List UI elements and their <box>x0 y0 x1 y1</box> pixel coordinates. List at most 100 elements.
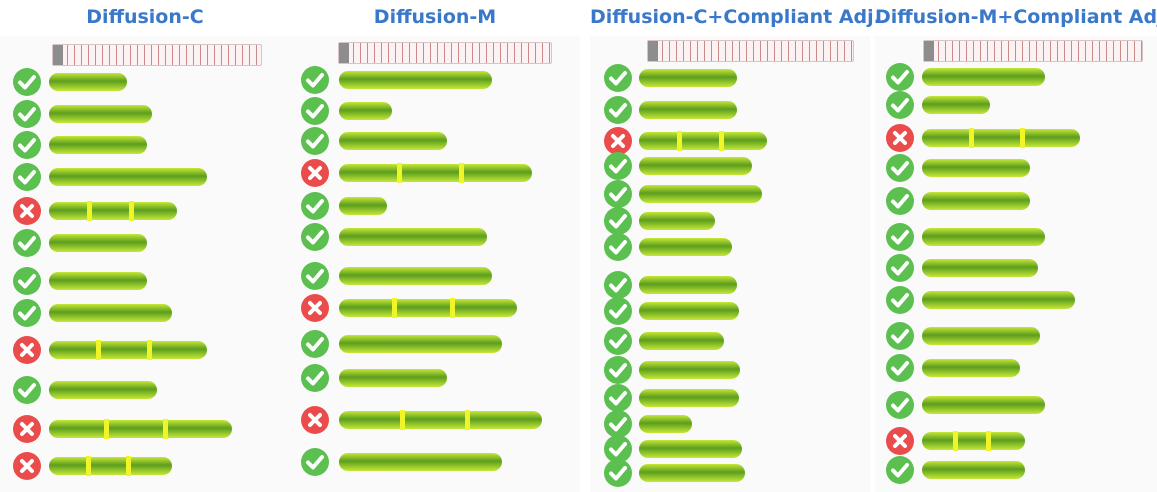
panel-title: Diffusion-M+Compliant Adj. <box>875 6 1157 28</box>
green-bean-sample <box>638 236 733 262</box>
green-bean-sample <box>338 367 448 393</box>
check-circle-icon <box>300 222 330 252</box>
check-circle-icon <box>885 222 915 252</box>
check-circle-icon <box>603 95 633 125</box>
check-circle-icon <box>300 126 330 156</box>
green-bean-sample <box>48 379 158 405</box>
green-bean-sample <box>48 339 208 365</box>
panel-title: Diffusion-M <box>373 6 497 28</box>
check-circle-icon <box>12 99 42 129</box>
green-bean-sample <box>921 226 1046 252</box>
check-circle-icon <box>885 285 915 315</box>
check-circle-icon <box>885 90 915 120</box>
check-circle-icon <box>603 458 633 488</box>
check-circle-icon <box>885 321 915 351</box>
check-circle-icon <box>603 326 633 356</box>
green-bean-sample <box>48 134 148 160</box>
green-bean-sample <box>638 183 763 209</box>
check-circle-icon <box>300 96 330 126</box>
green-bean-sample <box>921 66 1046 92</box>
check-circle-icon <box>603 63 633 93</box>
check-circle-icon <box>300 329 330 359</box>
panel-diffusion-c: Diffusion-C <box>0 0 290 492</box>
ruler <box>52 44 262 66</box>
green-bean-sample <box>638 67 738 93</box>
green-bean-sample <box>338 69 493 95</box>
green-bean-sample <box>638 359 741 385</box>
green-bean-sample <box>638 155 753 181</box>
check-circle-icon <box>603 206 633 236</box>
green-bean-sample <box>48 232 148 258</box>
check-circle-icon <box>300 363 330 393</box>
panel-title: Diffusion-C <box>86 6 204 28</box>
check-circle-icon <box>603 232 633 262</box>
x-circle-icon <box>300 158 330 188</box>
green-bean-sample <box>921 459 1026 485</box>
check-circle-icon <box>885 353 915 383</box>
x-circle-icon <box>885 123 915 153</box>
green-bean-sample <box>921 289 1076 315</box>
check-circle-icon <box>12 130 42 160</box>
green-bean-sample <box>921 190 1031 216</box>
ruler <box>923 40 1143 62</box>
green-bean-sample <box>638 99 738 125</box>
check-circle-icon <box>603 383 633 413</box>
check-circle-icon <box>603 434 633 464</box>
green-bean-sample <box>48 200 178 226</box>
green-bean-sample <box>638 387 740 413</box>
check-circle-icon <box>885 62 915 92</box>
green-bean-sample <box>638 438 743 464</box>
green-bean-sample <box>48 166 208 192</box>
panel-title: Diffusion-C+Compliant Adj. <box>590 6 881 28</box>
check-circle-icon <box>885 186 915 216</box>
green-bean-sample <box>921 127 1081 153</box>
x-circle-icon <box>300 405 330 435</box>
green-bean-sample <box>338 333 503 359</box>
green-bean-sample <box>48 455 173 481</box>
green-bean-sample <box>638 330 725 356</box>
check-circle-icon <box>885 253 915 283</box>
check-circle-icon <box>12 266 42 296</box>
x-circle-icon <box>12 451 42 481</box>
x-circle-icon <box>603 126 633 156</box>
x-circle-icon <box>12 335 42 365</box>
check-circle-icon <box>12 162 42 192</box>
check-circle-icon <box>300 261 330 291</box>
ruler <box>338 42 552 64</box>
check-circle-icon <box>885 455 915 485</box>
check-circle-icon <box>300 191 330 221</box>
green-bean-sample <box>338 265 493 291</box>
check-circle-icon <box>603 270 633 300</box>
green-bean-sample <box>638 130 768 156</box>
green-bean-sample <box>48 270 148 296</box>
check-circle-icon <box>885 390 915 420</box>
check-circle-icon <box>885 153 915 183</box>
green-bean-sample <box>921 257 1039 283</box>
green-bean-sample <box>48 418 233 444</box>
green-bean-sample <box>921 430 1026 456</box>
green-bean-sample <box>638 300 740 326</box>
panel-diffusion-c-compliant: Diffusion-C+Compliant Adj. <box>590 0 881 492</box>
green-bean-sample <box>48 302 173 328</box>
green-bean-sample <box>338 226 488 252</box>
green-bean-sample <box>638 210 716 236</box>
green-bean-sample <box>638 413 693 439</box>
green-bean-sample <box>921 325 1041 351</box>
green-bean-sample <box>338 130 448 156</box>
check-circle-icon <box>603 296 633 326</box>
green-bean-sample <box>48 71 128 97</box>
check-circle-icon <box>12 228 42 258</box>
green-bean-sample <box>338 162 533 188</box>
green-bean-sample <box>48 103 153 129</box>
check-circle-icon <box>12 298 42 328</box>
green-bean-sample <box>338 195 388 221</box>
check-circle-icon <box>12 67 42 97</box>
check-circle-icon <box>603 409 633 439</box>
x-circle-icon <box>885 426 915 456</box>
green-bean-sample <box>338 297 518 323</box>
green-bean-sample <box>338 409 543 435</box>
panel-diffusion-m: Diffusion-M <box>290 0 580 492</box>
green-bean-sample <box>921 357 1021 383</box>
check-circle-icon <box>603 355 633 385</box>
panel-diffusion-m-compliant: Diffusion-M+Compliant Adj. <box>875 0 1157 492</box>
